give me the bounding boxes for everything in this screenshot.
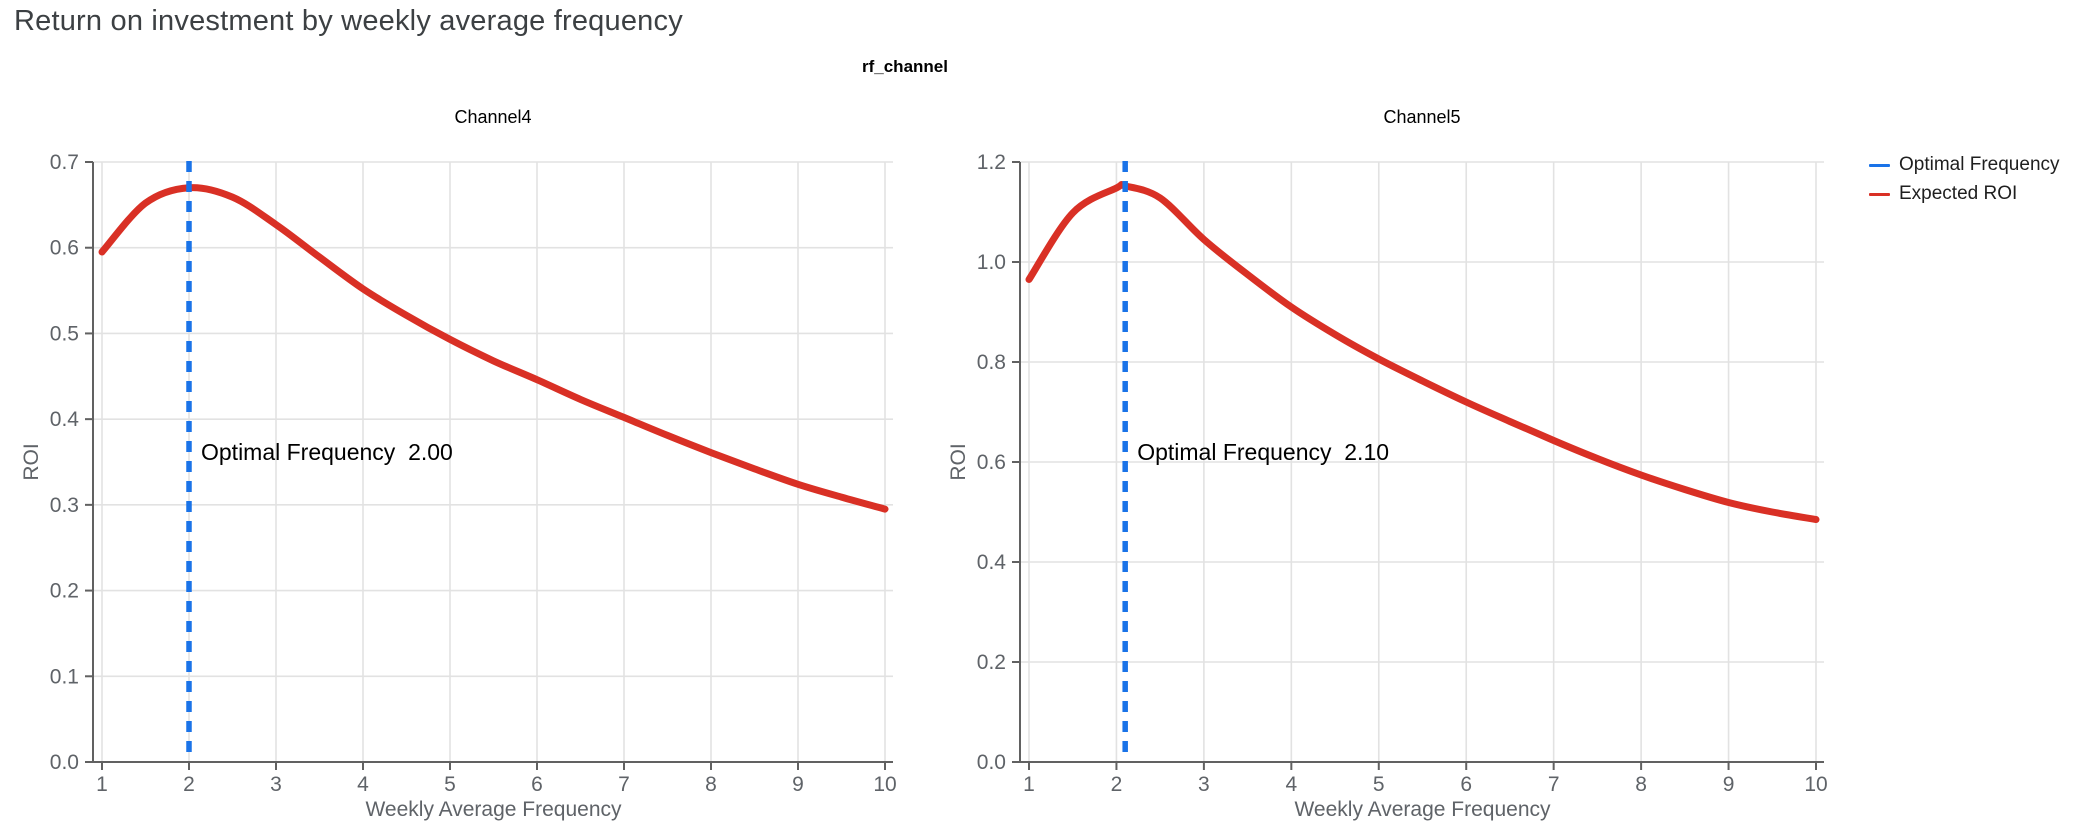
- x-tick-label: 8: [1635, 773, 1647, 796]
- x-tick-label: 7: [618, 773, 630, 796]
- expected-roi-line: [98, 184, 889, 513]
- x-tick-label: 4: [1285, 773, 1297, 796]
- subplot-channel5: 0.0 0.2 0.4 0.6 0.8 1.0 1.2 1 2 3 4 5 6 7 8 9 10 ROI Weekl…: [947, 151, 1828, 821]
- x-tick-label: 10: [873, 773, 896, 796]
- y-tick-label: 0.3: [50, 494, 79, 517]
- x-axis-title: Weekly Average Frequency: [1294, 798, 1551, 821]
- y-tick-label: 0.4: [50, 408, 80, 431]
- x-tick-label: 1: [96, 773, 108, 796]
- x-tick-label: 7: [1548, 773, 1560, 796]
- figure-title: rf_channel: [862, 57, 948, 76]
- y-tick-label: 1.2: [977, 151, 1006, 174]
- subplot-channel4: 0.0 0.1 0.2 0.3 0.4 0.5 0.6 0.7 1 2 3 4 5 6 7 8 9 10 ROI We…: [20, 151, 897, 821]
- y-tick-label: 0.2: [50, 580, 79, 603]
- x-tick-label: 5: [444, 773, 456, 796]
- y-axis-title: ROI: [20, 443, 43, 480]
- x-tick-label: 4: [357, 773, 369, 796]
- x-tick-label: 5: [1373, 773, 1385, 796]
- x-tick-label: 6: [531, 773, 543, 796]
- y-tick-label: 0.7: [50, 151, 79, 174]
- x-tick-label: 3: [270, 773, 282, 796]
- y-tick-label: 0.1: [50, 665, 79, 688]
- subplot-title-channel5: Channel5: [1383, 107, 1461, 127]
- x-tick-label: 9: [792, 773, 804, 796]
- y-tick-label: 0.0: [977, 751, 1006, 774]
- x-tick-label: 8: [705, 773, 717, 796]
- legend-label: Optimal Frequency: [1899, 154, 2060, 175]
- x-tick-label: 6: [1460, 773, 1472, 796]
- legend-item-expected-roi: Expected ROI: [1869, 181, 2060, 207]
- x-tick-label: 10: [1804, 773, 1827, 796]
- legend-swatch-0: [1869, 163, 1890, 167]
- x-tick-label: 2: [1111, 773, 1123, 796]
- y-tick-label: 0.5: [50, 322, 79, 345]
- optimal-frequency-annotation: Optimal Frequency 2.10: [1137, 439, 1389, 465]
- x-axis-title: Weekly Average Frequency: [365, 798, 622, 821]
- y-tick-label: 0.6: [50, 237, 79, 260]
- y-tick-label: 0.2: [977, 651, 1006, 674]
- x-tick-label: 3: [1198, 773, 1210, 796]
- legend: Optimal Frequency Expected ROI: [1869, 152, 2060, 207]
- legend-label: Expected ROI: [1899, 183, 2018, 204]
- optimal-frequency-annotation: Optimal Frequency 2.00: [201, 439, 453, 465]
- expected-roi-line: [1025, 181, 1820, 523]
- y-tick-label: 0.0: [50, 751, 79, 774]
- x-tick-label: 2: [183, 773, 195, 796]
- subplot-title-channel4: Channel4: [454, 107, 532, 127]
- y-tick-label: 0.4: [977, 551, 1007, 574]
- x-tick-label: 1: [1023, 773, 1035, 796]
- page-title: Return on investment by weekly average f…: [14, 5, 683, 37]
- y-tick-label: 0.8: [977, 351, 1006, 374]
- legend-item-optimal-frequency: Optimal Frequency: [1869, 152, 2060, 178]
- y-axis-title: ROI: [947, 443, 970, 480]
- y-tick-label: 0.6: [977, 451, 1006, 474]
- legend-swatch-1: [1869, 192, 1890, 196]
- y-tick-label: 1.0: [977, 251, 1006, 274]
- x-tick-label: 9: [1723, 773, 1735, 796]
